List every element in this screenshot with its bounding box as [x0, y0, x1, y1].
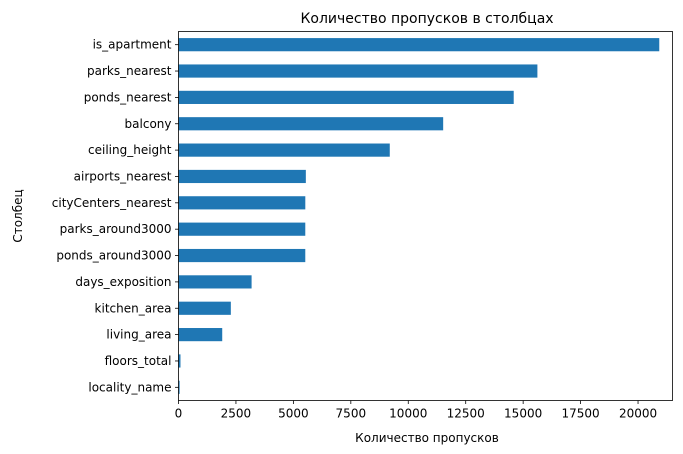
y-axis-label: Столбец [11, 189, 25, 242]
x-tick-label: 2500 [221, 407, 252, 421]
y-tick-label: parks_around3000 [60, 222, 172, 236]
bar-parks_around3000 [178, 222, 306, 236]
bar-ponds_nearest [178, 90, 514, 104]
y-tick-label: floors_total [105, 354, 172, 368]
x-tick-label: 12500 [447, 407, 485, 421]
x-tick-label: 10000 [389, 407, 427, 421]
bar-parks_nearest [178, 64, 538, 78]
bar-living_area [178, 328, 223, 342]
y-tick-label: parks_nearest [87, 64, 172, 78]
chart-title: Количество пропусков в столбцах [300, 11, 553, 27]
y-tick-label: ceiling_height [88, 143, 172, 157]
bar-cityCenters_nearest [178, 196, 306, 210]
bar-is_apartment [178, 38, 660, 52]
bar-floors_total [178, 354, 181, 368]
bar-locality_name [178, 380, 180, 394]
x-tick-label: 0 [175, 407, 183, 421]
x-tick-label: 17500 [561, 407, 599, 421]
bar-days_exposition [178, 275, 252, 289]
y-tick-label: ponds_nearest [84, 90, 172, 104]
y-tick-label: balcony [125, 117, 172, 131]
y-tick-label: kitchen_area [95, 301, 172, 315]
bars-group [178, 38, 660, 394]
bar-balcony [178, 117, 444, 131]
x-tick-label: 5000 [278, 407, 309, 421]
x-axis-label: Количество пропусков [355, 431, 499, 445]
x-tick-label: 7500 [336, 407, 367, 421]
x-tick-label: 20000 [619, 407, 657, 421]
x-axis-ticks: 0 2500 5000 7500 10000 12500 15000 17500 20000 [175, 400, 657, 421]
y-tick-label: cityCenters_nearest [52, 196, 172, 210]
y-tick-label: airports_nearest [74, 169, 172, 183]
y-tick-label: locality_name [88, 380, 171, 394]
bar-kitchen_area [178, 301, 231, 315]
y-tick-label: ponds_around3000 [56, 249, 171, 263]
y-tick-label: days_exposition [75, 275, 171, 289]
bar-ponds_around3000 [178, 248, 306, 263]
y-axis-ticks: is_apartment parks_nearest ponds_nearestba… [52, 38, 179, 394]
plot-frame [178, 31, 673, 401]
bar-airports_nearest [178, 169, 306, 184]
y-tick-label: living_area [106, 328, 171, 342]
x-tick-label: 15000 [504, 407, 542, 421]
y-tick-label: is_apartment [93, 38, 172, 52]
bar-ceiling_height [178, 143, 390, 157]
